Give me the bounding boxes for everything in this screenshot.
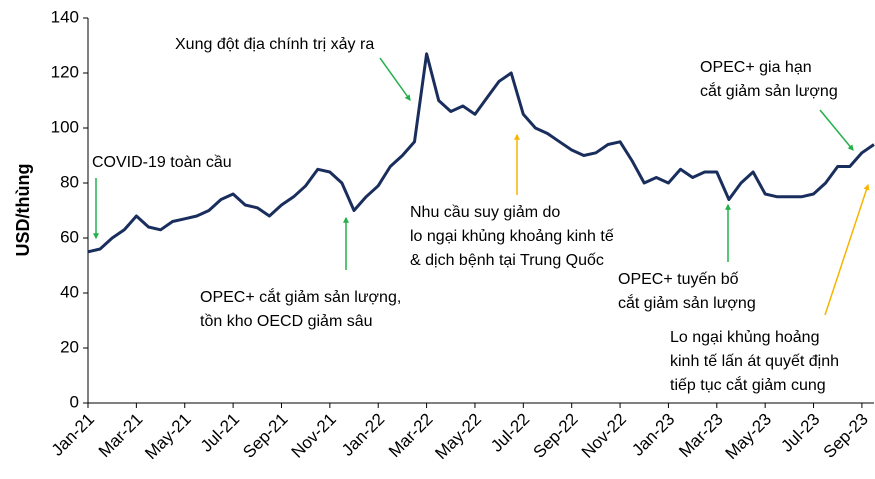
x-tick-label: Jan-21 xyxy=(48,410,98,460)
arrow xyxy=(819,109,854,151)
x-tick-label: Sep-21 xyxy=(239,410,291,462)
x-tick-label: Jan-23 xyxy=(628,410,678,460)
x-tick-label: Jan-22 xyxy=(338,410,388,460)
annotation: OPEC+ cắt giảm sản lượng, xyxy=(200,287,401,306)
x-tick-label: Nov-22 xyxy=(578,410,630,462)
arrow xyxy=(824,183,870,316)
x-tick-label: Nov-21 xyxy=(288,410,340,462)
x-tick-label: May-23 xyxy=(722,410,776,464)
annotation: Xung đột địa chính trị xảy ra xyxy=(175,36,374,53)
x-tick-label: Mar-22 xyxy=(385,410,437,462)
annotation: lo ngại khủng khoảng kinh tế xyxy=(410,228,614,245)
x-tick-label: Jul-21 xyxy=(197,410,243,456)
annotation: kinh tế lấn át quyết định xyxy=(670,353,839,370)
annotation: cắt giảm sản lượng xyxy=(700,81,838,100)
annotation: cắt giảm sản lượng xyxy=(618,293,756,312)
annotation: OPEC+ gia hạn xyxy=(700,59,812,76)
arrows xyxy=(93,57,870,316)
x-tick-label: May-21 xyxy=(141,410,195,464)
x-tick-label: Jul-23 xyxy=(777,410,823,456)
y-tick-label: 120 xyxy=(51,62,79,81)
annotation: OPEC+ tuyến bố xyxy=(618,271,739,288)
y-axis-label: USD/thùng xyxy=(13,164,33,257)
y-tick-label: 100 xyxy=(51,117,79,136)
x-tick-label: May-22 xyxy=(431,410,485,464)
x-tick-label: Sep-22 xyxy=(529,410,581,462)
annotation: Nhu cầu suy giảm do xyxy=(410,204,560,221)
annotation: Lo ngại khủng hoảng xyxy=(670,329,819,346)
y-tick-label: 80 xyxy=(60,172,79,191)
x-tick-label: Sep-23 xyxy=(820,410,872,462)
x-tick-label: Jul-22 xyxy=(487,410,533,456)
annotation: tiếp tục cắt giảm cung xyxy=(670,375,826,394)
y-tick-label: 140 xyxy=(51,7,79,26)
annotation: tồn kho OECD giảm sâu xyxy=(200,313,373,330)
price-line xyxy=(87,52,875,254)
y-tick-label: 0 xyxy=(70,392,79,411)
y-tick-label: 20 xyxy=(60,337,79,356)
x-tick-label: Mar-21 xyxy=(95,410,147,462)
x-tick-label: Mar-23 xyxy=(675,410,727,462)
arrow xyxy=(379,57,411,101)
annotation: COVID-19 toàn cầu xyxy=(92,154,232,171)
y-tick-label: 40 xyxy=(60,282,79,301)
y-tick-label: 60 xyxy=(60,227,79,246)
annotation: & dịch bệnh tại Trung Quốc xyxy=(410,252,604,269)
